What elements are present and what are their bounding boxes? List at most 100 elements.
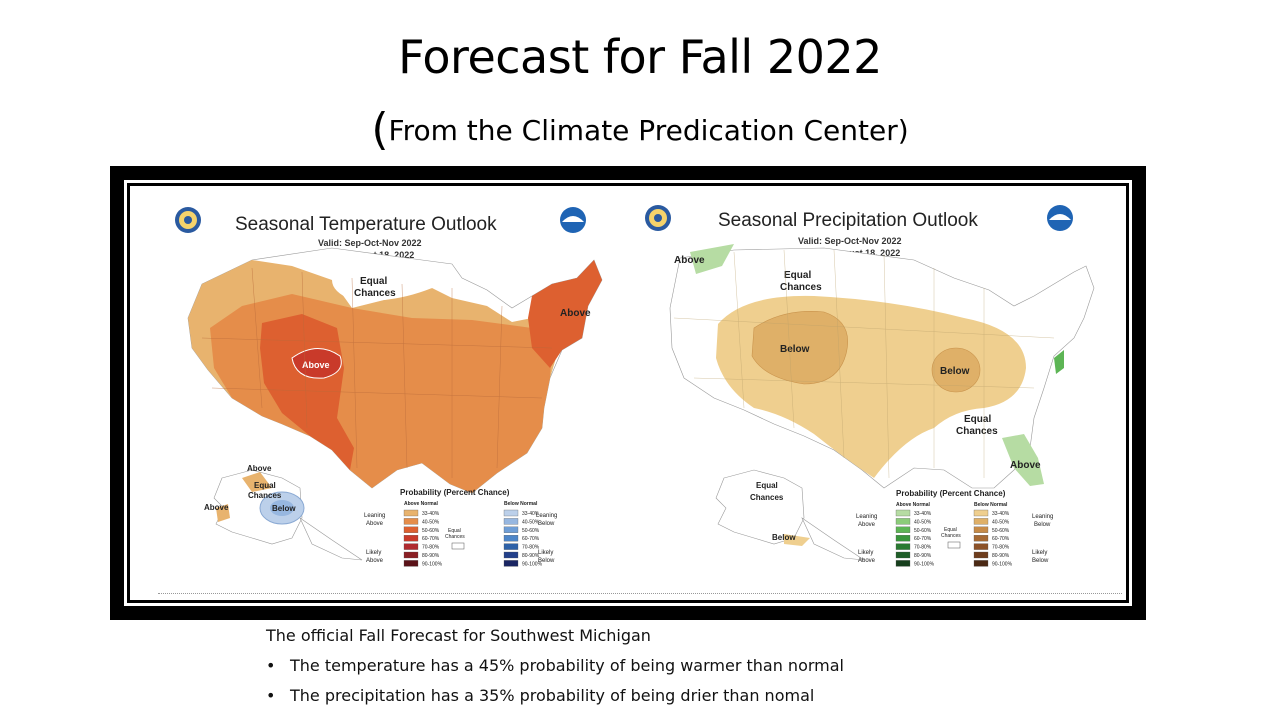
temp-legend-swatch-above-5 xyxy=(403,551,419,559)
noaa-logo-icon xyxy=(1047,205,1073,231)
precip-legend-range-below-5: 80-90% xyxy=(992,553,1010,559)
temp-ak-below: Below xyxy=(272,504,296,513)
svg-text:Above: Above xyxy=(858,522,876,528)
precip-legend-swatch-above-3 xyxy=(895,535,911,542)
temp-legend-range-below-5: 80-90% xyxy=(522,553,540,559)
precip-legend-range-below-1: 40-50% xyxy=(992,519,1010,525)
notes-heading: The official Fall Forecast for Southwest… xyxy=(266,626,651,645)
temperature-outlook-map: Seasonal Temperature Outlook Valid: Sep-… xyxy=(175,207,603,567)
temp-legend-range-below-4: 70-80% xyxy=(522,545,540,551)
bullet-marker: • xyxy=(266,686,276,705)
note-precipitation: • The precipitation has a 35% probability… xyxy=(266,686,814,705)
temp-valid: Valid: Sep-Oct-Nov 2022 xyxy=(318,238,422,248)
doc-seal-icon xyxy=(645,205,671,231)
precip-legend-swatch-below-3 xyxy=(973,535,989,542)
precip-legend-swatch-above-1 xyxy=(895,518,911,525)
svg-text:Probability (Percent Chance): Probability (Percent Chance) xyxy=(400,488,510,497)
doc-seal-icon xyxy=(175,207,201,233)
temp-legend-range-below-1: 40-50% xyxy=(522,519,540,525)
temp-legend-range-above-5: 80-90% xyxy=(422,553,440,559)
precip-valid: Valid: Sep-Oct-Nov 2022 xyxy=(798,236,902,246)
precip-legend-range-above-5: 80-90% xyxy=(914,553,932,559)
temp-legend-swatch-below-3 xyxy=(503,535,519,542)
precip-legend-range-below-3: 60-70% xyxy=(992,536,1010,542)
temp-ak-equal-1: Equal xyxy=(254,481,276,490)
precip-label-equal-se-1: Equal xyxy=(964,414,991,425)
precip-legend-range-below-2: 50-60% xyxy=(992,528,1010,534)
svg-text:Probability (Percent Chance): Probability (Percent Chance) xyxy=(896,489,1006,498)
precip-legend-swatch-below-4 xyxy=(973,543,989,550)
temp-legend-swatch-below-5 xyxy=(503,551,519,559)
temp-legend-swatch-above-1 xyxy=(403,518,419,525)
precip-legend-swatch-below-0 xyxy=(973,509,989,517)
temp-legend-swatch-above-3 xyxy=(403,535,419,542)
temp-legend-swatch-below-4 xyxy=(503,543,519,550)
precip-legend-range-above-1: 40-50% xyxy=(914,519,932,525)
precip-ak-equal-2: Chances xyxy=(750,493,784,502)
svg-text:Above Normal: Above Normal xyxy=(896,502,931,508)
temp-ak-equal-2: Chances xyxy=(248,491,282,500)
temp-legend-swatch-above-2 xyxy=(403,526,419,533)
temp-legend-swatch-below-6 xyxy=(503,560,519,567)
temp-ak-above-top: Above xyxy=(247,464,272,473)
temp-legend: Probability (Percent Chance) Above Norma… xyxy=(364,488,557,567)
svg-text:Chances: Chances xyxy=(941,533,961,539)
precip-label-above-nw: Above xyxy=(674,255,705,266)
temp-legend-range-below-0: 33-40% xyxy=(522,511,540,517)
temp-map-title: Seasonal Temperature Outlook xyxy=(235,214,497,235)
temp-ak-above-left: Above xyxy=(204,503,229,512)
temp-legend-range-above-1: 40-50% xyxy=(422,519,440,525)
subtitle-paren: ( xyxy=(371,104,389,155)
precip-legend-range-below-6: 90-100% xyxy=(992,561,1013,567)
svg-text:Leaning: Leaning xyxy=(364,513,385,519)
temp-legend-range-below-2: 50-60% xyxy=(522,528,540,534)
precip-legend-swatch-above-2 xyxy=(895,526,911,533)
precip-legend-range-above-3: 60-70% xyxy=(914,536,932,542)
noaa-logo-icon xyxy=(560,207,586,233)
svg-text:Below: Below xyxy=(1032,558,1049,564)
svg-text:Likely: Likely xyxy=(1032,550,1047,556)
precip-legend-swatch-below-2 xyxy=(973,526,989,533)
svg-text:Below: Below xyxy=(538,521,555,527)
temp-legend-swatch-above-0 xyxy=(403,509,419,517)
precip-legend: Probability (Percent Chance) Above Norma… xyxy=(856,489,1053,567)
svg-text:Below: Below xyxy=(1034,522,1051,528)
slide-title: Forecast for Fall 2022 xyxy=(398,30,882,84)
svg-text:Above: Above xyxy=(858,558,876,564)
temp-label-equal-2: Chances xyxy=(354,288,396,299)
precip-map-title: Seasonal Precipitation Outlook xyxy=(718,210,978,231)
precip-legend-swatch-above-4 xyxy=(895,543,911,550)
precip-ak-below: Below xyxy=(772,533,796,542)
precip-legend-range-above-0: 33-40% xyxy=(914,511,932,517)
precip-legend-range-above-2: 50-60% xyxy=(914,528,932,534)
precip-legend-swatch-above-5 xyxy=(895,551,911,559)
precip-legend-swatch-above-0 xyxy=(895,509,911,517)
svg-text:Below: Below xyxy=(538,558,555,564)
svg-text:Below Normal: Below Normal xyxy=(504,501,538,507)
temp-label-above-ne: Above xyxy=(560,308,591,319)
svg-text:Leaning: Leaning xyxy=(536,513,557,519)
precip-legend-swatch-below-5 xyxy=(973,551,989,559)
precip-legend-range-above-4: 70-80% xyxy=(914,545,932,551)
precip-legend-range-above-6: 90-100% xyxy=(914,561,935,567)
precipitation-outlook-map: Seasonal Precipitation Outlook Valid: Se… xyxy=(645,205,1095,567)
temp-legend-swatch-below-0 xyxy=(503,509,519,517)
temp-label-above-center: Above xyxy=(302,360,330,370)
precip-label-below-mid: Below xyxy=(940,366,970,377)
temp-legend-range-below-6: 90-100% xyxy=(522,561,543,567)
svg-text:Above: Above xyxy=(366,558,384,564)
svg-text:Likely: Likely xyxy=(858,550,873,556)
precip-label-above-fl: Above xyxy=(1010,460,1041,471)
temp-legend-range-above-0: 33-40% xyxy=(422,511,440,517)
bullet-marker: • xyxy=(266,656,276,675)
temp-legend-range-above-4: 70-80% xyxy=(422,545,440,551)
temp-legend-swatch-above-6 xyxy=(403,560,419,567)
temp-legend-swatch-below-1 xyxy=(503,518,519,525)
svg-text:Equal: Equal xyxy=(944,527,957,533)
precip-legend-range-below-0: 33-40% xyxy=(992,511,1010,517)
svg-text:Chances: Chances xyxy=(445,534,465,540)
precip-label-below-west: Below xyxy=(780,344,810,355)
temp-legend-swatch-below-2 xyxy=(503,526,519,533)
temp-legend-swatch-above-4 xyxy=(403,543,419,550)
precip-label-equal-2: Chances xyxy=(780,282,822,293)
